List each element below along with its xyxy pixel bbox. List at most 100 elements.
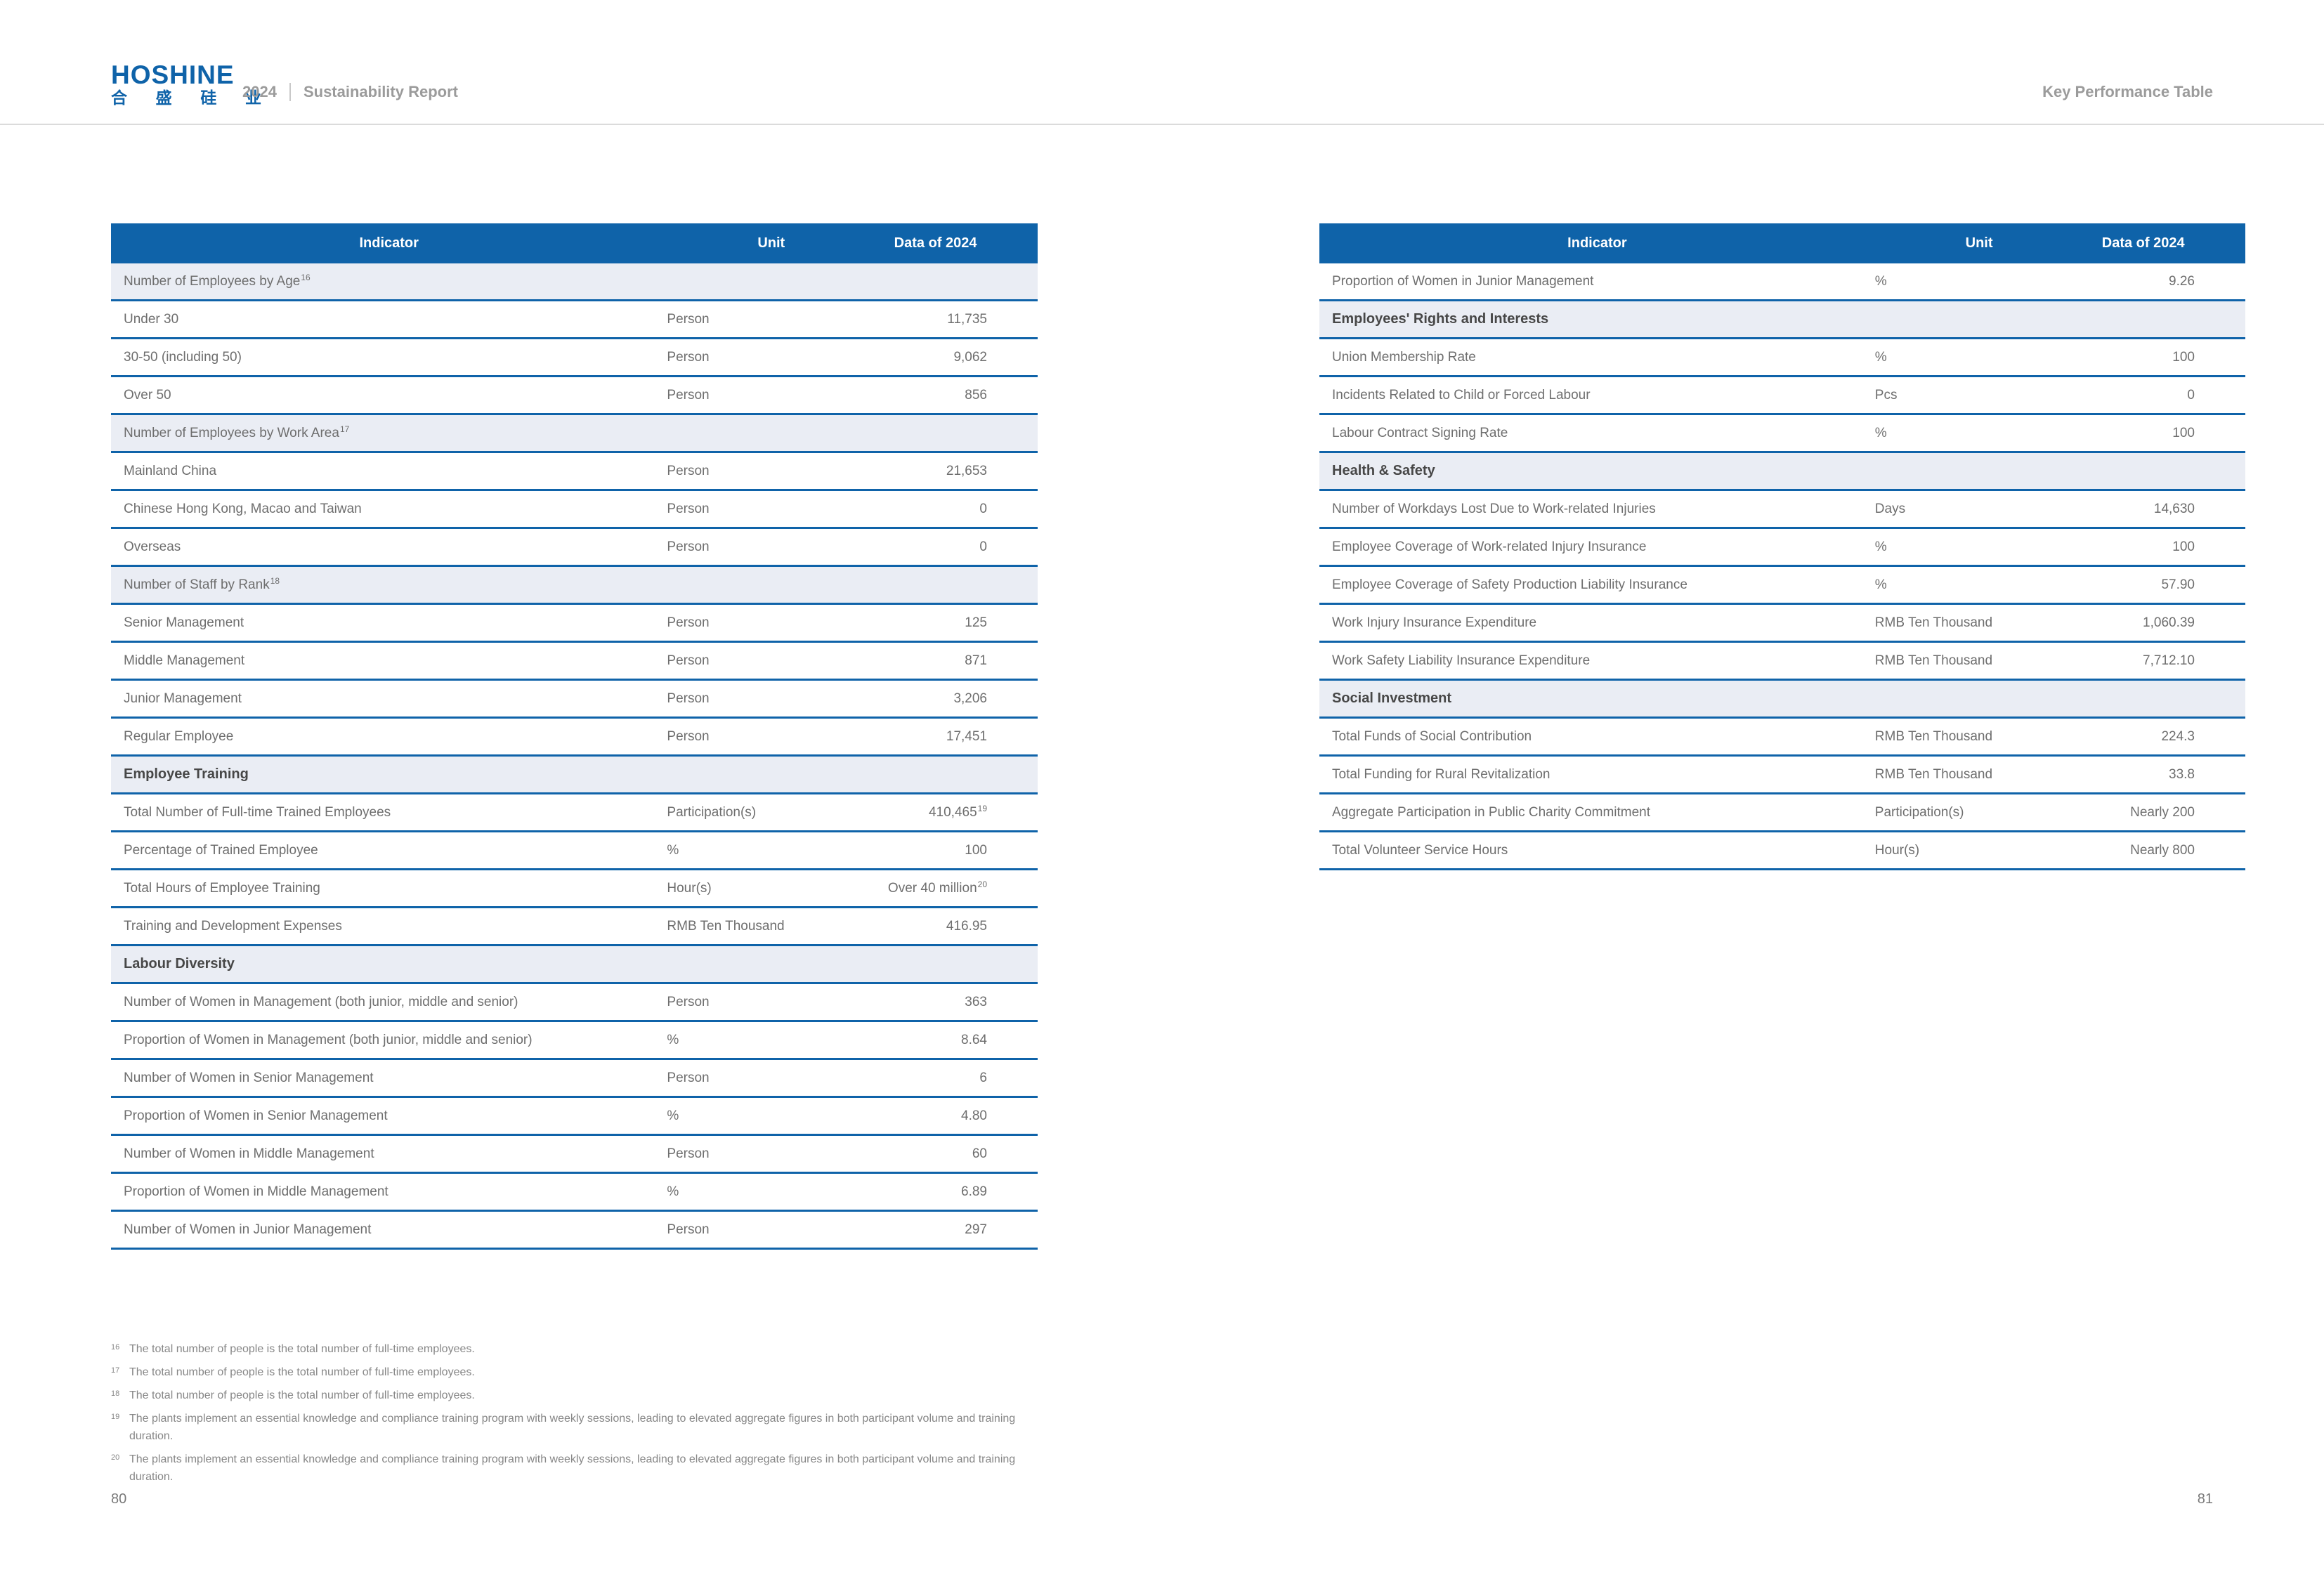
table-row: Training and Development Expenses RMB Ten… — [111, 908, 1038, 946]
indicator-cell: Work Injury Insurance Expenditure — [1332, 615, 1537, 630]
value-cell: 6.89 — [961, 1184, 987, 1199]
table-row: Union Membership Rate% 100 — [1319, 339, 2245, 377]
brand-cn-char: 盛 — [155, 89, 172, 107]
footnote-number: 19 — [111, 1413, 120, 1421]
value-cell: 100 — [2172, 425, 2195, 440]
section-row: Number of Employees by Work Area17 — [111, 415, 1038, 453]
unit-cell: Days — [1874, 501, 1906, 516]
unit-cell: Person — [667, 1070, 710, 1085]
section-row: Number of Employees by Age16 — [111, 263, 1038, 301]
value-cell: 1,060.39 — [2143, 615, 2195, 630]
unit-cell: Person — [667, 1222, 710, 1237]
table-header-data: Data of 2024 — [894, 235, 977, 251]
indicator-cell: Number of Women in Junior Management — [124, 1222, 372, 1237]
value-cell: 4.80 — [961, 1108, 987, 1123]
indicator-cell: Regular Employee — [124, 728, 234, 744]
table-row: Number of Women in Middle Management Pers… — [111, 1136, 1038, 1174]
header-divider — [289, 83, 291, 101]
unit-cell: Participation(s) — [667, 804, 757, 820]
unit-cell: Pcs — [1874, 387, 1898, 403]
section-label: Number of Employees by Work Area17 — [124, 424, 350, 440]
brand-cn-char: 硅 — [200, 89, 217, 107]
value-cell: Over 40 million20 — [887, 879, 987, 896]
indicator-cell: Labour Contract Signing Rate — [1332, 425, 1508, 440]
hoshine-logo: HOSHINE 合 盛 硅 业 — [111, 62, 261, 106]
table-header-unit: Unit — [1965, 235, 1993, 251]
table-row: Proportion of Women in Management (both … — [111, 1022, 1038, 1060]
indicator-cell: Union Membership Rate — [1332, 349, 1476, 365]
top-bar: HOSHINE 合盛硅业 2024 Sustainability Report … — [0, 0, 2324, 125]
table-row: Under 30 Person 11,735 — [111, 301, 1038, 339]
table-row: Total Funds of Social Contribution RMB Te… — [1319, 719, 2245, 757]
unit-cell: % — [667, 1032, 679, 1047]
table-row: Number of Women in Junior Management Pers… — [111, 1212, 1038, 1250]
unit-cell: % — [1874, 349, 1887, 365]
table-row: Junior Management Person 3,206 — [111, 681, 1038, 719]
indicator-cell: Number of Women in Management (both juni… — [124, 994, 518, 1009]
table-row: Aggregate Participation in Public Charit… — [1319, 794, 2245, 832]
unit-cell: RMB Ten Thousand — [1874, 653, 1993, 668]
table-row: Incidents Related to Child or Forced Lab… — [1319, 377, 2245, 415]
page-number-right: 81 — [2197, 1491, 2213, 1507]
value-cell: 297 — [965, 1222, 987, 1237]
section-row: Labour Diversity — [111, 946, 1038, 984]
superscript: 20 — [977, 879, 987, 889]
footnote-text: The total number of people is the total … — [129, 1389, 475, 1401]
indicator-cell: Number of Workdays Lost Due to Work-rela… — [1332, 501, 1656, 516]
indicator-cell: Senior Management — [124, 615, 244, 630]
indicator-cell: Number of Women in Senior Management — [124, 1070, 374, 1085]
unit-cell: % — [667, 842, 679, 858]
value-cell: 33.8 — [2169, 766, 2195, 782]
brand-cn-text: 合盛硅业 — [111, 90, 261, 106]
brand-text: HOSHINE — [111, 60, 235, 89]
value-cell: 125 — [965, 615, 987, 630]
value-cell: 8.64 — [961, 1032, 987, 1047]
indicator-cell: Training and Development Expenses — [124, 918, 342, 934]
unit-cell: RMB Ten Thousand — [1874, 728, 1993, 744]
table-row: Number of Women in Management (both juni… — [111, 984, 1038, 1022]
unit-cell: % — [1874, 577, 1887, 592]
indicator-cell: Proportion of Women in Junior Management — [1332, 273, 1594, 289]
footnote: 19 The plants implement an essential know… — [111, 1410, 1048, 1445]
value-cell: 57.90 — [2161, 577, 2195, 592]
footnote-number: 20 — [111, 1453, 120, 1462]
superscript: 19 — [977, 803, 987, 813]
value-cell: 14,630 — [2153, 501, 2195, 516]
unit-cell: % — [667, 1184, 679, 1199]
unit-cell: Person — [667, 501, 710, 516]
indicator-cell: Junior Management — [124, 691, 242, 706]
footnotes: 16 The total number of people is the tota… — [111, 1340, 1048, 1491]
page-title: Key Performance Table — [2042, 83, 2213, 100]
value-cell: 100 — [2172, 539, 2195, 554]
table-row: 30-50 (including 50) Person 9,062 — [111, 339, 1038, 377]
table-header-row: Indicator Unit Data of 2024 — [111, 223, 1038, 263]
value-cell: 60 — [972, 1146, 987, 1161]
value-cell: 100 — [965, 842, 987, 858]
indicator-cell: Middle Management — [124, 653, 245, 668]
table-row: Proportion of Women in Middle Management… — [111, 1174, 1038, 1212]
footnote-number: 16 — [111, 1343, 120, 1352]
unit-cell: % — [667, 1108, 679, 1123]
value-cell: 9.26 — [2169, 273, 2195, 289]
indicator-cell: Proportion of Women in Senior Management — [124, 1108, 388, 1123]
table-row: Proportion of Women in Junior Management… — [1319, 263, 2245, 301]
section-label: Employee Training — [124, 766, 249, 782]
indicator-cell: Number of Women in Middle Management — [124, 1146, 374, 1161]
unit-cell: Person — [667, 728, 710, 744]
value-cell: 9,062 — [953, 349, 987, 365]
unit-cell: % — [1874, 273, 1887, 289]
value-cell: 0 — [2187, 387, 2195, 403]
footnote: 18 The total number of people is the tota… — [111, 1387, 1048, 1404]
unit-cell: Hour(s) — [667, 880, 712, 896]
footnote-text: The total number of people is the total … — [129, 1366, 475, 1378]
table-row: Total Number of Full-time Trained Employ… — [111, 794, 1038, 832]
unit-cell: Hour(s) — [1874, 842, 1920, 858]
unit-cell: Person — [667, 539, 710, 554]
value-cell: 0 — [979, 539, 987, 554]
unit-cell: Person — [667, 387, 710, 403]
footnote: 16 The total number of people is the tota… — [111, 1340, 1048, 1358]
value-cell: 224.3 — [2161, 728, 2195, 744]
unit-cell: % — [1874, 539, 1887, 554]
brand-cn-char: 合 — [111, 89, 127, 107]
